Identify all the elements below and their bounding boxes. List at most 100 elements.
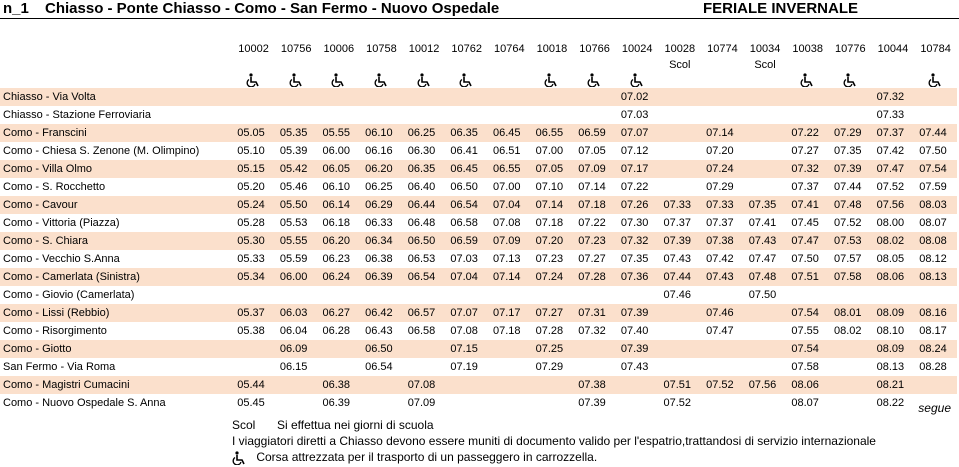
time: 07.41	[786, 196, 829, 214]
empty-cell	[658, 160, 702, 178]
corner	[0, 72, 232, 88]
stop-name: Como - Giovio (Camerlata)	[3, 289, 135, 301]
line-number: n_1	[3, 0, 29, 17]
time: 06.38	[365, 253, 393, 265]
trip-number: 10024	[621, 43, 653, 55]
time: 08.07	[919, 217, 947, 229]
empty-cell	[615, 376, 659, 394]
time: 07.43	[620, 361, 649, 373]
empty-cell	[829, 286, 872, 304]
empty-cell	[488, 358, 531, 376]
time: 07.22	[578, 217, 606, 229]
time: 07.32	[578, 325, 606, 337]
empty-cell	[701, 58, 744, 72]
time: 06.58	[450, 217, 478, 229]
stop-row: Como - Vittoria (Piazza) 05.28 05.53 06.18 0…	[0, 214, 957, 232]
time: 05.20	[237, 181, 265, 193]
stop-row: Como - S. Chiara 05.30 05.55 06.20 06.34 06.5…	[0, 232, 957, 250]
time: 06.55	[487, 160, 531, 178]
empty-cell	[701, 88, 744, 106]
empty-cell	[829, 394, 872, 412]
empty-cell	[786, 106, 829, 124]
empty-cell	[402, 88, 446, 106]
time: 07.00	[492, 181, 521, 193]
time: 08.08	[914, 232, 957, 250]
stop-row: Como - Giotto 06.09 06.50 07.15 07.25 07.39 07…	[0, 340, 957, 358]
empty-cell	[274, 88, 318, 106]
time: 07.08	[402, 376, 446, 394]
trip-number: 10784	[920, 43, 951, 55]
stop-row: San Fermo - Via Roma 06.15 06.54 07.19 07.29…	[0, 358, 957, 376]
time: 07.23	[573, 232, 616, 250]
empty-cell	[829, 358, 872, 376]
time: 07.05	[530, 160, 574, 178]
time: 07.51	[786, 268, 829, 286]
stop-row: Chiasso - Stazione Ferroviaria 07.03 07.33	[0, 106, 957, 124]
time: 06.04	[279, 325, 308, 337]
empty-cell	[701, 358, 744, 376]
time: 07.20	[530, 232, 574, 250]
time: 07.39	[578, 397, 606, 409]
time: 06.23	[322, 253, 350, 265]
time: 07.09	[573, 160, 616, 178]
empty-cell	[616, 286, 659, 304]
empty-cell	[828, 376, 872, 394]
time: 06.05	[317, 160, 361, 178]
time: 07.05	[578, 145, 606, 157]
time: 06.25	[365, 181, 393, 193]
time: 07.37	[791, 181, 819, 193]
empty-cell	[786, 58, 829, 72]
empty-cell	[914, 58, 957, 72]
time: 07.22	[786, 124, 829, 142]
trip-number: 10002	[238, 43, 269, 55]
empty-cell	[743, 88, 787, 106]
time: 08.21	[871, 376, 915, 394]
time: 07.48	[743, 268, 787, 286]
accessibility	[275, 72, 318, 88]
empty-cell	[317, 286, 360, 304]
time: 06.57	[402, 304, 446, 322]
time: 06.58	[407, 325, 436, 337]
time: 07.12	[620, 145, 649, 157]
empty-cell	[531, 58, 574, 72]
empty-cell	[445, 106, 488, 124]
time: 07.14	[701, 124, 744, 142]
trip-number: 10756	[280, 43, 312, 55]
empty-cell	[317, 358, 360, 376]
time: 06.34	[360, 232, 403, 250]
time: 07.09	[407, 397, 436, 409]
empty-cell	[275, 286, 318, 304]
accessibility	[786, 72, 829, 88]
empty-cell	[531, 394, 574, 412]
time: 07.03	[620, 109, 649, 121]
time: 07.37	[706, 217, 734, 229]
time: 07.13	[492, 253, 521, 265]
accessibility	[317, 72, 360, 88]
trip-number: 10762	[451, 43, 482, 55]
notice: I viaggiatori diretti a Chiasso devono e…	[232, 434, 876, 448]
period: FERIALE INVERNALE	[703, 0, 859, 17]
empty-cell	[403, 106, 446, 124]
stop-name: Chiasso - Via Volta	[0, 88, 233, 106]
empty-cell	[914, 286, 957, 304]
accessibility	[573, 72, 616, 88]
time: 07.44	[833, 181, 862, 193]
time: 06.33	[365, 217, 393, 229]
continues: segue	[918, 401, 951, 415]
empty-cell	[573, 286, 616, 304]
empty-cell	[360, 286, 403, 304]
time: 07.19	[450, 361, 478, 373]
trip-number: 10774	[707, 43, 738, 55]
empty-cell	[914, 88, 957, 106]
time: 07.58	[828, 268, 872, 286]
empty-cell	[402, 340, 446, 358]
time: 07.52	[663, 397, 691, 409]
time: 07.07	[615, 124, 659, 142]
time: 06.20	[360, 160, 403, 178]
time: 08.10	[876, 325, 905, 337]
time: 07.35	[743, 196, 787, 214]
time: 05.39	[279, 145, 308, 157]
time: 08.06	[786, 376, 829, 394]
time: 07.57	[833, 253, 862, 265]
empty-cell	[573, 358, 616, 376]
